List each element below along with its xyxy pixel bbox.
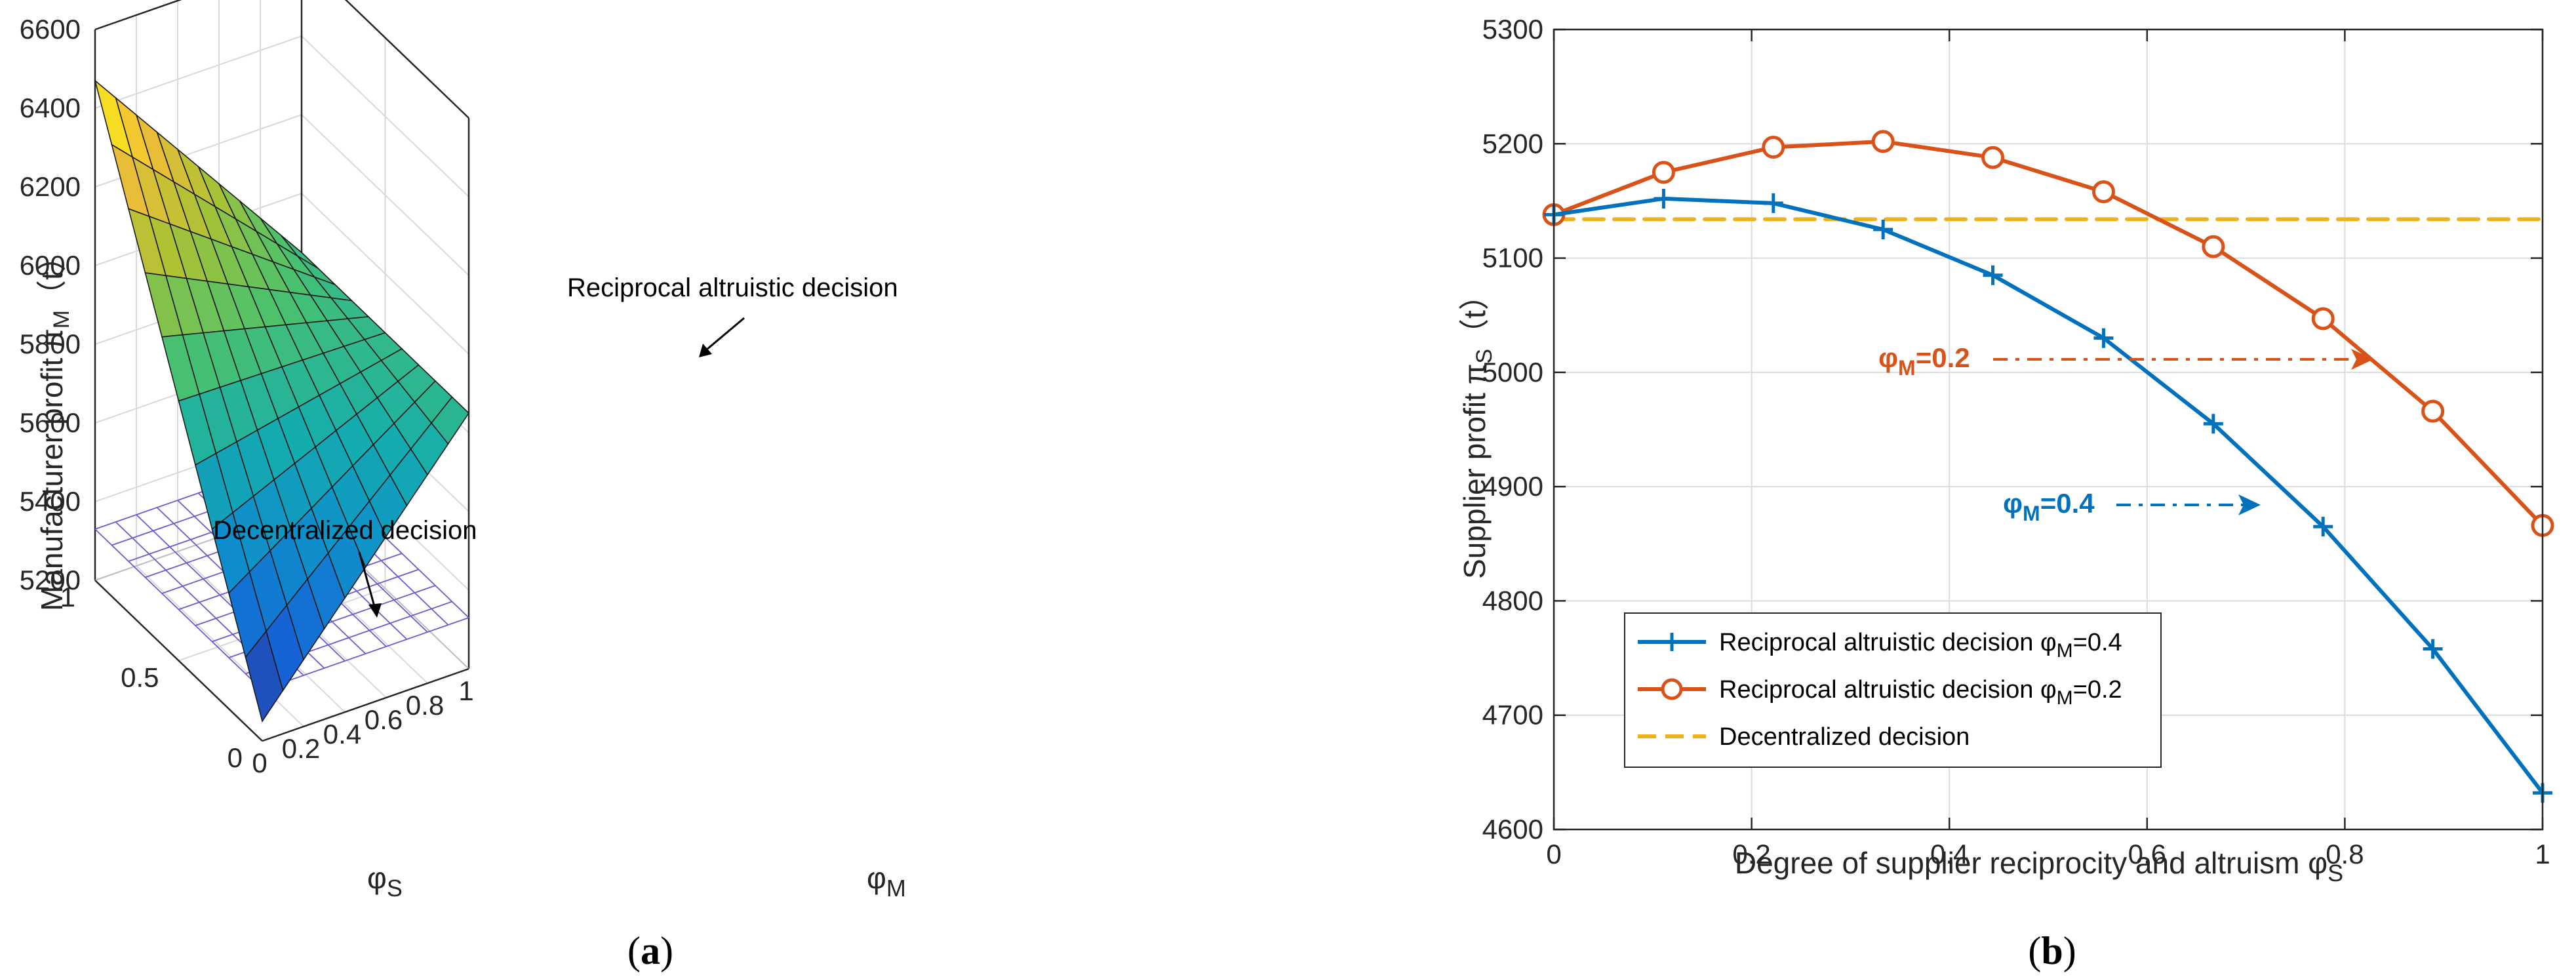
box-edge (94, 0, 182, 31)
panel-a-z-axis-label: Manufacturer profit πM（t） (35, 241, 74, 611)
plus-marker-icon (1654, 188, 1674, 209)
circle-marker-icon (1981, 146, 2005, 169)
y-tick-label: 1 (60, 582, 75, 612)
circle-marker-icon (1762, 136, 1785, 159)
arrow-head-icon (2351, 349, 2373, 370)
x-tick-label: 0.6 (365, 704, 403, 735)
z-tick-label: 6200 (20, 171, 81, 202)
gridline (94, 35, 302, 109)
circle-marker-icon (1871, 130, 1895, 153)
arrow-head-icon (2238, 494, 2261, 515)
annotation-phi-m-0.4: φM=0.4 (2003, 488, 2095, 525)
circle-marker-icon (2202, 235, 2225, 258)
plus-marker-icon (2423, 639, 2443, 659)
z-tick-label: 6400 (20, 92, 81, 123)
x-tick-label: 0.4 (323, 719, 361, 749)
legend-entry: Decentralized decision (1638, 723, 1970, 751)
panel-b-x-axis-label: Degree of supplier reciprocity and altru… (1735, 846, 2343, 887)
circle-marker-icon (2091, 180, 2115, 203)
caption-a: (a) (627, 929, 673, 972)
x-tick-label: 1 (458, 675, 473, 706)
z-tick-label: 5400 (20, 486, 81, 517)
surface-patch (245, 629, 284, 723)
legend-entry: Reciprocal altruistic decision φM=0.2 (1638, 676, 2122, 709)
y-tick-label: 5200 (1482, 128, 1543, 159)
plus-marker-icon (2203, 414, 2223, 434)
gridline (94, 0, 182, 30)
annotation-decentralized: Decentralized decision (213, 516, 477, 545)
x-tick-label: 1 (2535, 839, 2550, 869)
arrow-head-icon (699, 344, 712, 357)
panel-a-y-axis-label: φS (367, 861, 403, 902)
x-tick-label: 0.2 (282, 733, 320, 764)
legend-label: Reciprocal altruistic decision φM=0.2 (1719, 676, 2122, 709)
legend-label: Reciprocal altruistic decision φM=0.4 (1719, 629, 2122, 662)
z-tick-label: 6600 (20, 14, 81, 45)
legend-entry: Reciprocal altruistic decision φM=0.4 (1638, 629, 2122, 662)
z-tick-label: 5800 (20, 329, 81, 359)
legend-label: Decentralized decision (1719, 723, 1970, 751)
y-tick-label: 4800 (1482, 585, 1543, 616)
axis-line (94, 580, 263, 742)
plus-marker-icon (2313, 517, 2333, 537)
y-tick-label: 5100 (1482, 243, 1543, 273)
panel-b-series (1542, 130, 2554, 803)
z-tick-label: 5600 (20, 407, 81, 438)
annotation-arrow-reciprocal (702, 317, 745, 354)
plus-marker-icon (2093, 328, 2114, 348)
annotation-arrow-decentralized (358, 551, 376, 609)
plus-marker-icon (1763, 193, 1783, 213)
z-tick-label: 5200 (20, 565, 81, 595)
plus-marker-icon (1663, 633, 1681, 651)
x-tick-label: 0.2 (1732, 839, 1770, 869)
y-tick-label: 0.5 (121, 662, 159, 693)
y-tick-label: 5300 (1482, 14, 1543, 45)
z-tick-label: 6000 (20, 250, 81, 281)
series-line (1552, 139, 2545, 528)
y-tick-label: 4700 (1482, 700, 1543, 730)
legend-box (1624, 612, 2162, 768)
reciprocal-altruistic-surface (94, 79, 470, 723)
x-tick-label: 0.8 (2326, 839, 2364, 869)
caption-b: (b) (2028, 929, 2076, 972)
axis-line (262, 668, 469, 742)
arrow-head-icon (368, 603, 382, 618)
y-tick-label: 0 (228, 742, 243, 773)
circle-marker-icon (2311, 307, 2335, 330)
panel-a-x-axis-label: φM (867, 861, 906, 902)
x-tick-label: 0 (1546, 839, 1561, 869)
circle-marker-icon (1652, 161, 1675, 184)
plot-frame (1553, 28, 2544, 831)
plus-marker-icon (1873, 220, 1893, 239)
y-tick-label: 4900 (1482, 471, 1543, 502)
y-tick-label: 5000 (1482, 357, 1543, 388)
y-tick-label: 4600 (1482, 814, 1543, 845)
series-line (1552, 196, 2545, 795)
circle-marker-icon (2421, 399, 2445, 423)
panel-b-y-axis-label: Supplier profit πS（t） (1457, 280, 1497, 579)
x-tick-label: 0.8 (406, 690, 444, 721)
x-tick-label: 0 (252, 748, 267, 778)
annotation-reciprocal-altruistic: Reciprocal altruistic decision (567, 273, 898, 302)
plus-marker-icon (1983, 265, 2003, 285)
panel-b-tick-labels: 4600 4700 4800 4900 5000 5100 5200 5300 0 0.2 0.4 0… (1482, 14, 2550, 869)
panel-b-line-chart: 4600 4700 4800 4900 5000 5100 5200 5300 0 0.2 0.4 0… (1457, 14, 2554, 972)
box-edge (344, 0, 469, 119)
x-tick-label: 0.4 (1930, 839, 1968, 869)
annotation-phi-m-0.2: φM=0.2 (1878, 342, 1970, 380)
circle-marker-icon (1661, 678, 1683, 700)
x-tick-label: 0.6 (2128, 839, 2166, 869)
legend: Reciprocal altruistic decision φM=0.4 Re… (1624, 612, 2162, 768)
